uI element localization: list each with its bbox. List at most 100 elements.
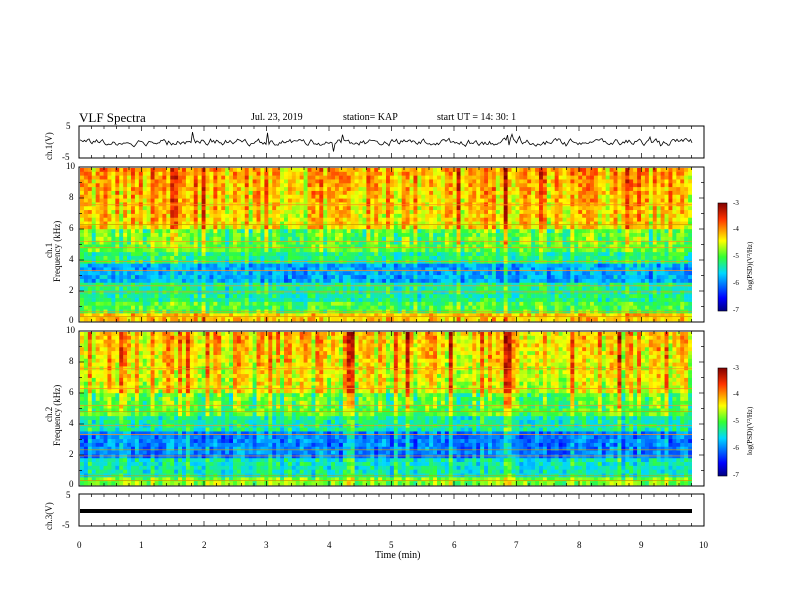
spectrogram-cell: [217, 179, 222, 184]
spectrogram-cell: [448, 187, 453, 192]
spectrogram-cell: [644, 233, 650, 238]
spectrogram-cell: [162, 278, 167, 284]
spectrogram-cell: [644, 286, 650, 291]
spectrogram-cell: [554, 271, 559, 276]
spectrogram-cell: [83, 198, 89, 203]
spectrogram-cell: [225, 171, 230, 176]
spectrogram-cell: [362, 267, 367, 272]
spectrogram-cell: [448, 229, 453, 234]
spectrogram-cell: [83, 175, 89, 180]
spectrogram-cell: [503, 275, 508, 280]
spectrogram-cell: [80, 221, 85, 226]
spectrogram-cell: [236, 278, 242, 284]
spectrogram-cell: [648, 252, 654, 257]
spectrogram-cell: [688, 175, 693, 180]
spectrogram-cell: [284, 229, 289, 234]
spectrogram-cell: [174, 275, 179, 280]
spectrogram-cell: [382, 210, 387, 215]
spectrogram-cell: [507, 217, 512, 222]
spectrogram-cell: [429, 275, 434, 280]
spectrogram-cell: [644, 278, 650, 284]
spectrogram-cell: [476, 275, 481, 280]
spectrogram-cell: [401, 275, 406, 280]
spectrogram-cell: [531, 286, 536, 291]
spectrogram-cell: [315, 183, 320, 188]
spectrogram-cell: [295, 252, 300, 257]
spectrogram-cell: [554, 240, 559, 245]
spectrogram-cell: [413, 282, 418, 287]
spectrogram-cell: [295, 179, 300, 184]
spectrogram-cell: [362, 190, 367, 196]
spectrogram-cell: [111, 198, 116, 203]
spectrogram-cell: [625, 240, 630, 245]
spectrogram-cell: [154, 213, 159, 219]
spectrogram-cell: [185, 240, 191, 245]
spectrogram-cell: [558, 198, 563, 203]
spectrogram-cell: [142, 217, 147, 222]
spectrogram-cell: [303, 236, 308, 241]
spectrogram-cell: [570, 171, 575, 176]
spectrogram-cell: [550, 255, 555, 261]
spectrogram-cell: [550, 179, 555, 184]
spectrogram-cell: [338, 194, 344, 199]
spectrogram-cell: [256, 244, 261, 249]
spectrogram-cell: [362, 168, 367, 173]
spectrogram-cell: [299, 282, 304, 287]
spectrogram-cell: [311, 248, 316, 253]
spectrogram-cell: [586, 233, 591, 238]
spectrogram-cell: [103, 183, 108, 188]
spectrogram-cell: [268, 190, 273, 196]
spectrogram-cell: [338, 198, 344, 203]
spectrogram-cell: [103, 213, 108, 219]
spectrogram-cell: [170, 275, 175, 280]
spectrogram-cell: [648, 190, 654, 196]
spectrogram-cell: [374, 198, 379, 203]
spectrogram-cell: [276, 183, 281, 188]
spectrogram-cell: [546, 171, 552, 176]
spectrogram-cell: [511, 282, 516, 287]
spectrogram-cell: [491, 263, 497, 268]
spectrogram-cell: [87, 259, 93, 264]
spectrogram-cell: [315, 263, 320, 268]
spectrogram-cell: [315, 194, 320, 199]
spectrogram-cell: [131, 225, 136, 230]
spectrogram-cell: [350, 282, 355, 287]
spectrogram-cell: [444, 282, 450, 287]
spectrogram-cell: [142, 267, 147, 272]
spectrogram-cell: [323, 233, 328, 238]
spectrogram-cell: [299, 236, 304, 241]
spectrogram-cell: [566, 271, 571, 276]
spectrogram-cell: [248, 271, 253, 276]
spectrogram-cell: [660, 275, 665, 280]
spectrogram-cell: [578, 275, 583, 280]
spectrogram-cell: [433, 168, 438, 173]
spectrogram-cell: [590, 217, 595, 222]
spectrogram-cell: [335, 198, 340, 203]
spectrogram-cell: [174, 248, 179, 253]
spectrogram-cell: [244, 278, 249, 284]
spectrogram-cell: [217, 206, 222, 211]
spectrogram-cell: [440, 244, 446, 249]
spectrogram-cell: [91, 175, 96, 180]
spectrogram-cell: [456, 229, 461, 234]
spectrogram-cell: [539, 175, 544, 180]
spectrogram-cell: [542, 233, 548, 238]
spectrogram-cell: [327, 248, 332, 253]
spectrogram-cell: [546, 240, 552, 245]
spectrogram-cell: [162, 187, 167, 192]
spectrogram-cell: [656, 263, 661, 268]
spectrogram-cell: [452, 187, 457, 192]
spectrogram-cell: [621, 171, 626, 176]
spectrogram-cell: [354, 198, 359, 203]
spectrogram-cell: [597, 179, 603, 184]
spectrogram-cell: [158, 263, 163, 268]
spectrogram-cell: [358, 240, 363, 245]
spectrogram-cell: [225, 255, 230, 261]
spectrogram-cell: [480, 267, 485, 272]
spectrogram-cell: [150, 171, 155, 176]
spectrogram-cell: [182, 171, 187, 176]
spectrogram-cell: [480, 244, 485, 249]
spectrogram-cell: [554, 183, 559, 188]
spectrogram-cell: [272, 229, 277, 234]
spectrogram-cell: [535, 233, 540, 238]
